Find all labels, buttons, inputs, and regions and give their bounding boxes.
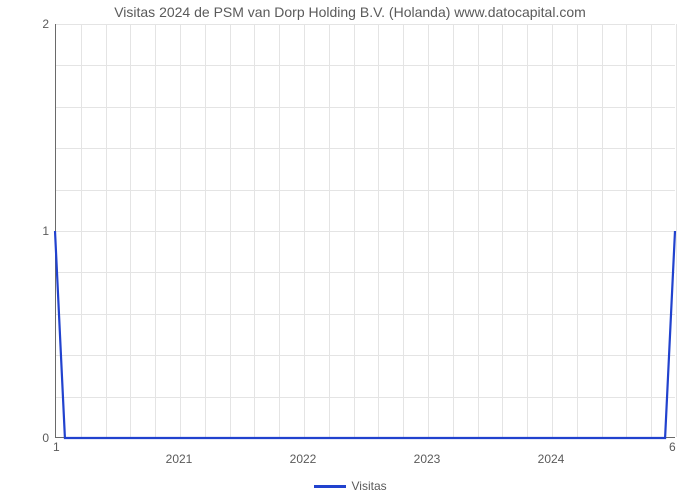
series-line bbox=[55, 231, 675, 438]
chart-container: Visitas 2024 de PSM van Dorp Holding B.V… bbox=[0, 0, 700, 500]
series-svg bbox=[0, 0, 700, 500]
